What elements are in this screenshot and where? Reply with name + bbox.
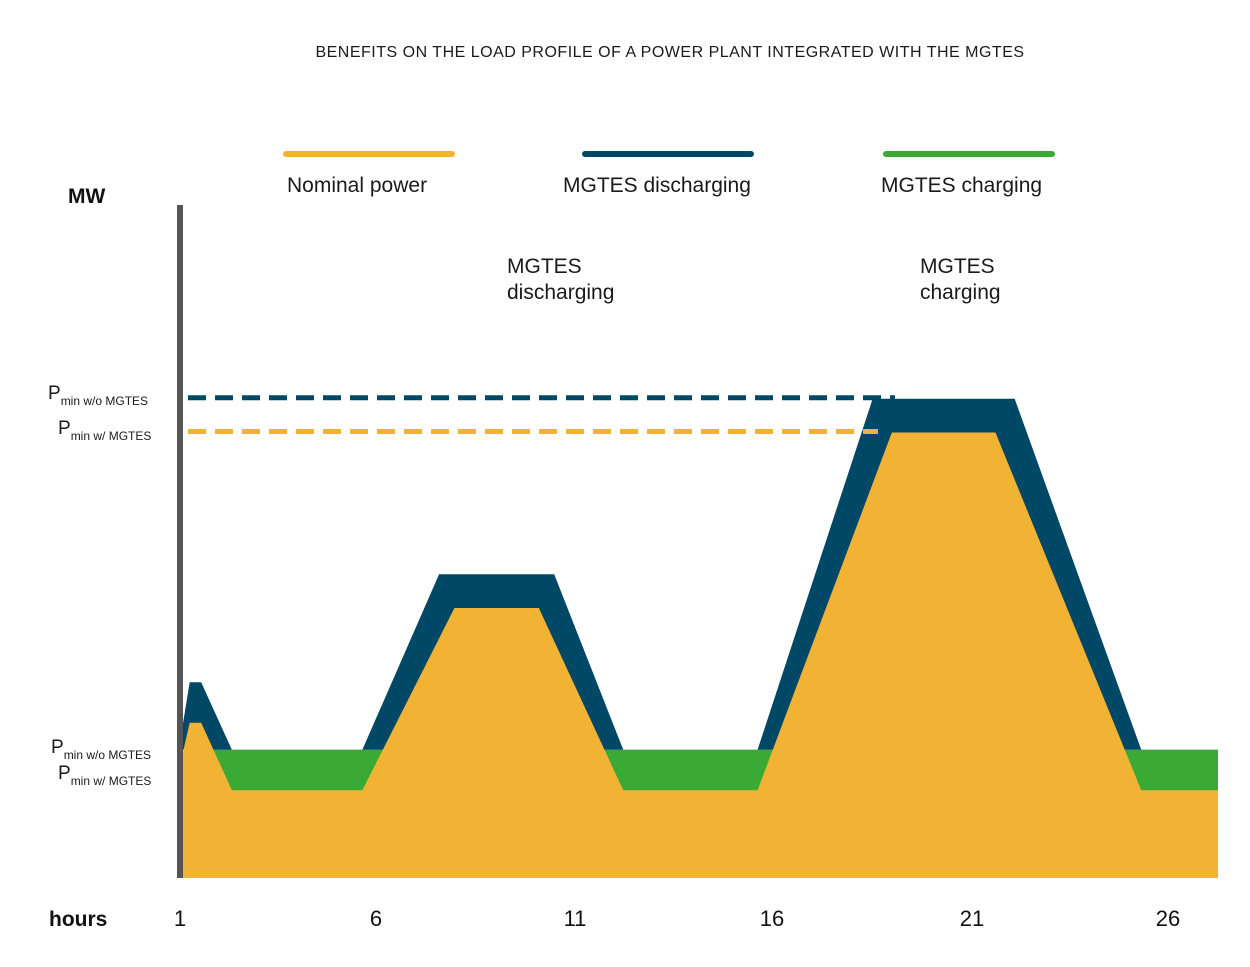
x-tick-label: 16 (759, 906, 785, 931)
low-label-main: P (51, 737, 64, 758)
series-nominal-area (182, 432, 1218, 878)
legend-swatch-nominal (283, 151, 455, 157)
annotation-discharging: MGTES discharging (507, 255, 615, 304)
annotation-charging: MGTES charging (920, 255, 1001, 304)
legend-swatch-discharging (582, 151, 754, 157)
low-label-pmin-with: Pmin w/ MGTES (58, 763, 151, 788)
chart-title: BENEFITS ON THE LOAD PROFILE OF A POWER … (315, 44, 1025, 61)
ref-label-pmin-with: Pmin w/ MGTES (58, 418, 151, 443)
x-tick-label: 6 (369, 906, 383, 931)
ref-label-sub: min w/o MGTES (60, 394, 149, 408)
x-tick-label: 21 (959, 906, 985, 931)
x-tick-label: 11 (563, 906, 587, 931)
legend-label-charging: MGTES charging (881, 174, 1043, 197)
ref-label-main: P (58, 418, 71, 439)
low-label-sub: min w/ MGTES (70, 774, 152, 788)
y-axis-label: MW (68, 185, 106, 208)
low-label-pmin-without: Pmin w/o MGTES (51, 737, 151, 762)
ref-label-pmin-without: Pmin w/o MGTES (48, 383, 148, 408)
x-tick-label: 1 (173, 906, 187, 931)
low-label-sub: min w/o MGTES (63, 748, 152, 762)
low-label-main: P (58, 763, 71, 784)
ref-label-sub: min w/ MGTES (70, 429, 152, 443)
legend-label-nominal: Nominal power (287, 174, 428, 197)
legend-label-discharging: MGTES discharging (563, 174, 751, 197)
ref-label-main: P (48, 383, 61, 404)
legend-swatch-charging (883, 151, 1055, 157)
x-tick-label: 26 (1155, 906, 1181, 931)
x-axis-label: hours (49, 908, 108, 931)
